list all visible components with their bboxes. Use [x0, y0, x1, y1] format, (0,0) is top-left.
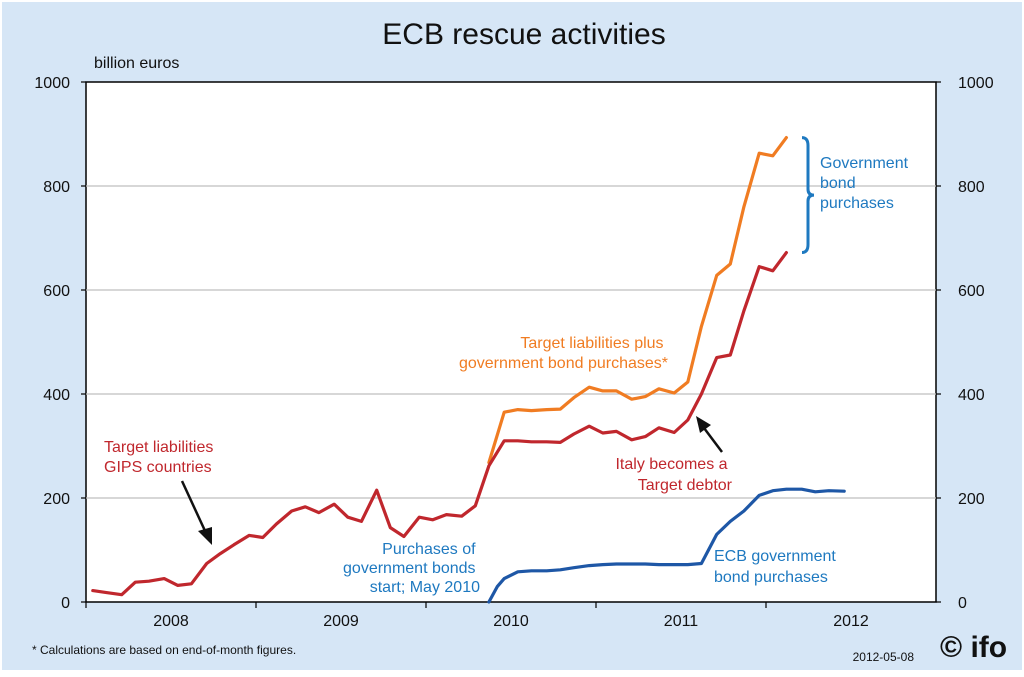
arrow-gips	[180, 480, 208, 534]
y-tick-label: 200	[43, 491, 70, 508]
x-tick-label: 2009	[323, 613, 359, 630]
y-tick-label-right: 200	[958, 491, 985, 508]
grid-lines	[81, 81, 941, 608]
series-line-ecb-bond-purchases	[487, 487, 846, 604]
y-tick-label-right: 600	[958, 283, 985, 300]
annotation-italy-line: Target debtor	[638, 477, 733, 494]
annotation-red-line: GIPS countries	[104, 459, 212, 476]
y-tick-label-right: 400	[958, 387, 985, 404]
x-tick-label: 2011	[664, 613, 699, 630]
y-tick-label: 600	[43, 283, 70, 300]
brace-marker	[801, 136, 815, 255]
y-tick-label-right: 800	[958, 179, 985, 196]
y-tick-label: 400	[43, 387, 70, 404]
annotation-ecb-line: bond purchases	[714, 569, 828, 586]
annotation-italy: Italy becomes a Target debtor	[615, 456, 732, 494]
annotation-purchases-start: Purchases of government bonds start; May…	[343, 541, 480, 596]
date-stamp: 2012-05-08	[853, 650, 915, 664]
y-tick-label-right: 0	[958, 595, 967, 612]
x-tick-label: 2008	[153, 613, 189, 630]
y-tick-label: 1000	[34, 75, 70, 92]
plot-area	[85, 81, 937, 603]
y-tick-label-right: 1000	[958, 75, 994, 92]
arrows	[180, 416, 723, 545]
annotation-gov-bond-line: bond	[820, 175, 856, 192]
y-tick-label: 800	[43, 179, 70, 196]
arrow-gips-head	[198, 527, 212, 545]
annotation-purchases-start-line: government bonds	[343, 560, 476, 577]
footnote: * Calculations are based on end-of-month…	[32, 643, 296, 657]
annotation-red-line: Target liabilities	[104, 439, 213, 456]
series-line-target-plus-bonds	[487, 136, 788, 465]
annotation-orange: Target liabilities plus government bond …	[459, 335, 668, 372]
y-tick-labels-left: 0 200 400 600 800 1000	[34, 75, 70, 612]
arrow-italy	[703, 427, 723, 453]
annotation-gov-bond: Government bond purchases	[820, 155, 913, 212]
annotation-gov-bond-line: purchases	[820, 195, 894, 212]
ifo-logo: © ifo	[940, 631, 1007, 664]
annotation-ecb-line: ECB government	[714, 548, 836, 565]
x-tick-labels: 2008 2009 2010 2011 2012	[153, 613, 869, 630]
annotation-orange-line: government bond purchases*	[459, 355, 668, 372]
annotation-orange-line: Target liabilities plus	[520, 335, 663, 352]
annotation-italy-line: Italy becomes a	[615, 456, 727, 473]
x-tick-label: 2010	[493, 613, 529, 630]
series-lines	[91, 136, 846, 604]
chart-title: ECB rescue activities	[382, 18, 665, 51]
arrow-italy-head	[696, 416, 711, 433]
annotation-red: Target liabilities GIPS countries	[104, 439, 218, 476]
annotation-purchases-start-line: Purchases of	[382, 541, 476, 558]
annotation-gov-bond-line: Government	[820, 155, 909, 172]
y-tick-labels-right: 0 200 400 600 800 1000	[958, 75, 994, 612]
y-tick-label: 0	[61, 595, 70, 612]
annotation-ecb: ECB government bond purchases	[714, 548, 840, 586]
annotation-purchases-start-line: start; May 2010	[370, 579, 480, 596]
x-tick-label: 2012	[833, 613, 869, 630]
y-axis-label: billion euros	[94, 55, 179, 72]
series-line-target-liabilities-gips	[91, 251, 788, 597]
